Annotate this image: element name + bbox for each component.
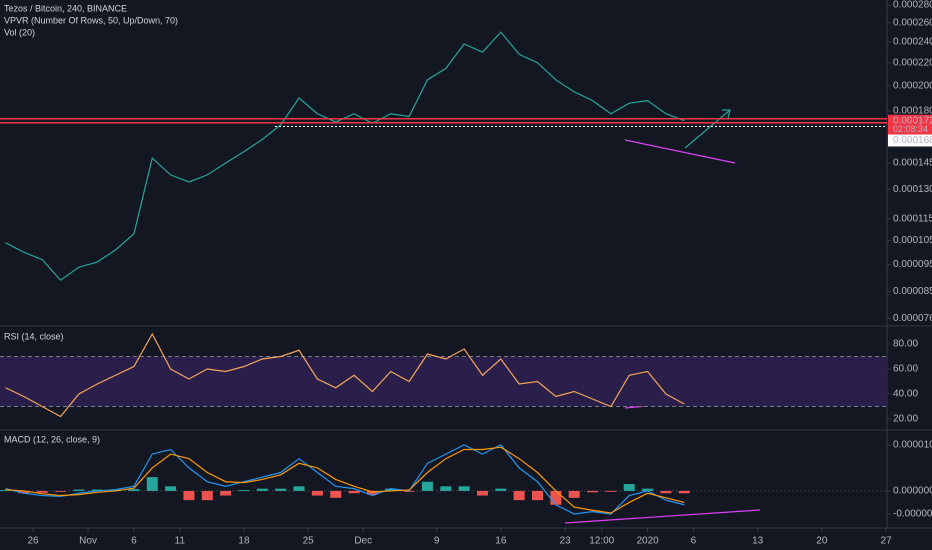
x-tick-label: 26 bbox=[27, 536, 39, 547]
histogram-bar bbox=[605, 490, 617, 492]
y-tick-label: 20.00 bbox=[893, 414, 918, 425]
histogram-bar bbox=[348, 490, 360, 494]
histogram-bar bbox=[73, 489, 85, 491]
arrow-head bbox=[722, 109, 731, 119]
histogram-bar bbox=[201, 490, 213, 501]
x-tick-label: 9 bbox=[434, 536, 440, 547]
x-tick-label: 13 bbox=[752, 536, 764, 547]
y-tick-label: -0.0000050 bbox=[893, 509, 932, 520]
histogram-bar bbox=[678, 490, 690, 494]
indicator-label: RSI (14, close) bbox=[4, 331, 64, 341]
level-tag bbox=[888, 134, 932, 147]
histogram-bar bbox=[421, 481, 433, 491]
histogram-bar bbox=[146, 477, 158, 491]
histogram-bar bbox=[256, 488, 268, 491]
histogram-bar bbox=[128, 489, 140, 491]
histogram-bar bbox=[91, 489, 103, 491]
x-tick-label: 27 bbox=[881, 536, 893, 547]
indicator-label: VPVR (Number Of Rows, 50, Up/Down, 70) bbox=[4, 15, 178, 25]
histogram-bar bbox=[238, 490, 250, 491]
histogram-bar bbox=[183, 490, 195, 501]
y-tick-label: 0.0000000 bbox=[893, 486, 932, 497]
histogram-bar bbox=[550, 490, 562, 505]
series-line bbox=[5, 446, 685, 514]
x-tick-label: 16 bbox=[495, 536, 507, 547]
histogram-bar bbox=[495, 488, 507, 491]
histogram-bar bbox=[110, 489, 122, 491]
histogram-bar bbox=[311, 490, 323, 496]
level-label: 0.0001688 bbox=[893, 135, 932, 146]
countdown-label: 02:08:34 bbox=[893, 124, 928, 134]
histogram-bar bbox=[476, 490, 488, 496]
indicator-label: MACD (12, 26, close, 9) bbox=[4, 434, 100, 444]
histogram-bar bbox=[165, 486, 177, 491]
x-tick-label: 23 bbox=[559, 536, 571, 547]
x-tick-label: Dec bbox=[354, 536, 372, 547]
x-tick-label: 18 bbox=[238, 536, 250, 547]
x-tick-label: 20 bbox=[816, 536, 828, 547]
histogram-bar bbox=[385, 488, 397, 491]
x-tick-label: 12:00 bbox=[589, 536, 614, 547]
histogram-bar bbox=[642, 488, 654, 491]
histogram-bar bbox=[440, 486, 452, 491]
last-price-label: 0.0001729 bbox=[893, 115, 932, 126]
histogram-bar bbox=[293, 486, 305, 491]
x-tick-label: Nov bbox=[79, 536, 97, 547]
histogram-bar bbox=[220, 490, 232, 496]
x-tick-label: 11 bbox=[175, 536, 186, 547]
series-line bbox=[5, 444, 685, 515]
histogram-bar bbox=[660, 490, 672, 494]
histogram-bar bbox=[18, 490, 30, 494]
histogram-bar bbox=[532, 490, 544, 501]
x-tick-label: 6 bbox=[691, 536, 697, 547]
x-tick-label: 2020 bbox=[636, 536, 659, 547]
histogram-bar bbox=[0, 490, 12, 491]
histogram-bar bbox=[366, 490, 378, 495]
arrow bbox=[684, 109, 731, 149]
rsi-band bbox=[0, 356, 887, 407]
y-tick-label: 60.00 bbox=[893, 364, 918, 375]
histogram-bar bbox=[623, 484, 635, 491]
x-tick-label: 6 bbox=[131, 536, 137, 547]
histogram-bar bbox=[568, 490, 580, 498]
indicator-label: Vol (20) bbox=[4, 27, 35, 37]
histogram-bar bbox=[458, 486, 470, 491]
histogram-bar bbox=[55, 490, 67, 492]
histogram-bar bbox=[587, 490, 599, 493]
y-tick-label: 40.00 bbox=[893, 389, 918, 400]
histogram-bar bbox=[275, 488, 287, 491]
histogram-bar bbox=[36, 490, 48, 493]
series-line bbox=[5, 332, 685, 418]
series-line bbox=[5, 31, 685, 282]
histogram-bar bbox=[513, 490, 525, 501]
price-tag bbox=[888, 114, 932, 135]
trend-line bbox=[624, 139, 736, 164]
x-tick-label: 25 bbox=[303, 536, 315, 547]
chart-title: Tezos / Bitcoin, 240, BINANCE bbox=[4, 3, 127, 13]
y-tick-label: 80.00 bbox=[893, 339, 918, 350]
histogram-bar bbox=[330, 490, 342, 498]
trend-line bbox=[564, 509, 761, 524]
